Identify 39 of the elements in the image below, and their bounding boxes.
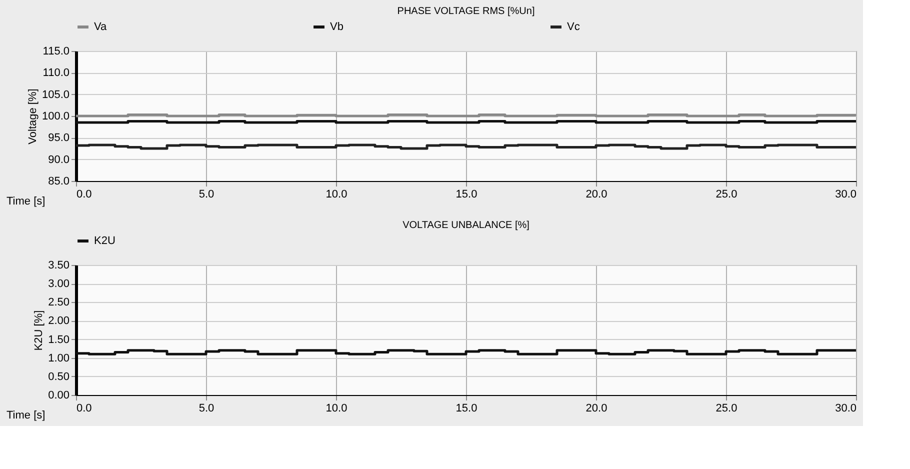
x-tick-label: 10.0 xyxy=(326,188,348,200)
legend-label: Va xyxy=(94,21,108,33)
legend-label: Vc xyxy=(567,21,580,33)
legend-label: K2U xyxy=(94,235,116,247)
x-tick-label: 25.0 xyxy=(716,188,738,200)
y-tick-label: 1.50 xyxy=(48,334,70,346)
chart-title: PHASE VOLTAGE RMS [%Un] xyxy=(397,6,535,17)
y-tick-label: 115.0 xyxy=(42,46,70,58)
x-tick-label: 15.0 xyxy=(456,402,478,414)
x-tick-label: 20.0 xyxy=(586,402,608,414)
x-tick-label: 25.0 xyxy=(716,402,738,414)
y-axis-title: K2U [%] xyxy=(33,310,46,351)
y-tick-label: 90.0 xyxy=(48,154,70,166)
x-tick-label: 20.0 xyxy=(586,188,608,200)
y-tick-label: 2.50 xyxy=(48,296,70,309)
legend-label: Vb xyxy=(330,21,344,33)
y-tick-label: 95.0 xyxy=(48,132,70,144)
x-tick-label: 5.0 xyxy=(198,188,214,200)
x-tick-label: 0.0 xyxy=(76,188,92,200)
x-tick-label: 30.0 xyxy=(835,188,856,200)
y-tick-label: 0.00 xyxy=(48,390,70,402)
y-tick-label: 100.0 xyxy=(42,110,70,122)
y-tick-label: 2.00 xyxy=(48,315,70,328)
y-tick-label: 1.00 xyxy=(48,352,70,364)
y-tick-label: 85.0 xyxy=(48,176,70,188)
y-tick-label: 105.0 xyxy=(42,88,70,101)
y-axis-title: Voltage [%] xyxy=(26,88,39,144)
x-tick-label: 5.0 xyxy=(198,402,214,414)
x-axis-title: Time [s] xyxy=(6,410,46,422)
x-axis-title: Time [s] xyxy=(6,196,46,208)
x-tick-label: 15.0 xyxy=(456,188,478,200)
y-tick-label: 3.00 xyxy=(48,278,70,290)
x-tick-label: 10.0 xyxy=(326,402,348,414)
x-tick-label: 30.0 xyxy=(835,402,856,414)
chart-title: VOLTAGE UNBALANCE [%] xyxy=(402,220,530,231)
y-tick-label: 0.50 xyxy=(48,370,70,383)
x-tick-label: 0.0 xyxy=(76,402,92,414)
y-tick-label: 3.50 xyxy=(48,260,70,272)
y-tick-label: 110.0 xyxy=(42,67,70,80)
